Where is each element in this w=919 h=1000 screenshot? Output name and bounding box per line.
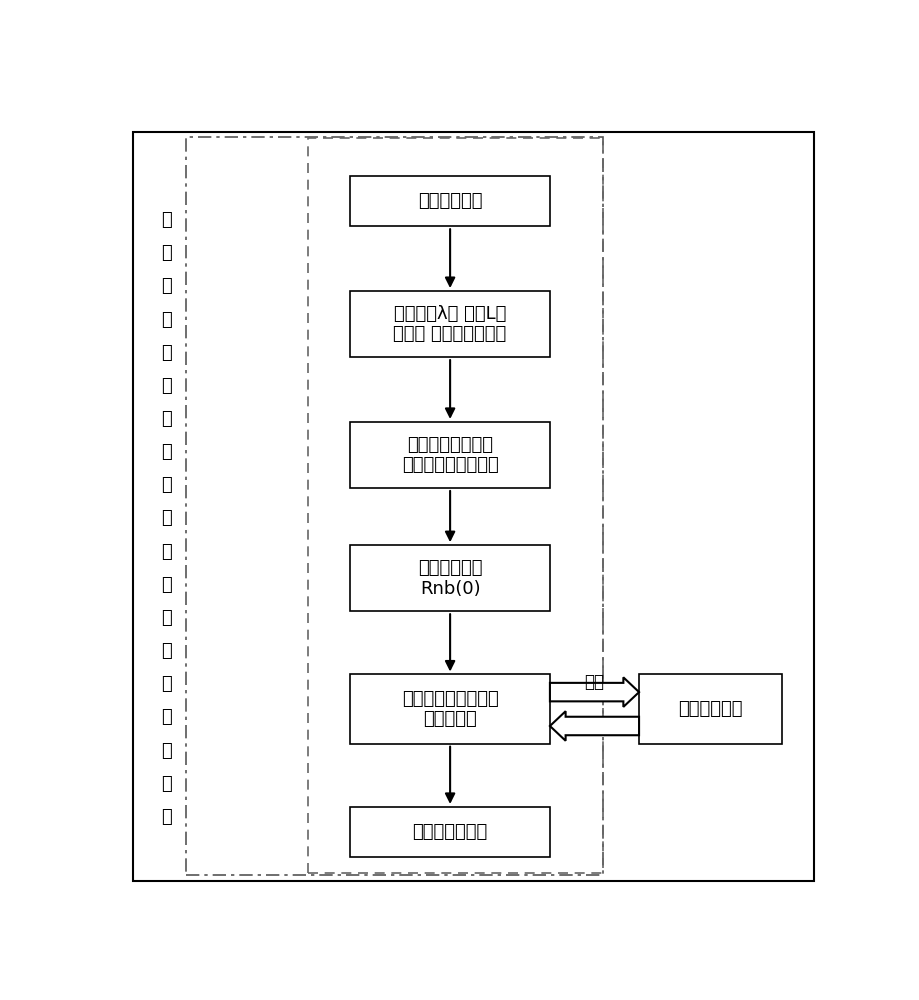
Text: 采集经度λ、 纬度L、
陀螺、 加速度计等信息: 采集经度λ、 纬度L、 陀螺、 加速度计等信息 — [393, 305, 506, 343]
Text: 性: 性 — [161, 543, 172, 561]
Text: 惯: 惯 — [161, 509, 172, 527]
Text: 的: 的 — [161, 410, 172, 428]
Text: 导航系统预热: 导航系统预热 — [417, 192, 482, 210]
Text: 对比: 对比 — [584, 673, 604, 691]
Text: 初: 初 — [161, 642, 172, 660]
Bar — [350, 422, 550, 488]
Bar — [639, 674, 781, 744]
Text: 法: 法 — [161, 808, 172, 826]
Bar — [186, 137, 603, 875]
Text: 波: 波 — [161, 377, 172, 395]
Polygon shape — [550, 677, 639, 707]
Text: 李: 李 — [161, 277, 172, 295]
Bar — [350, 807, 550, 857]
Text: 计算捐联姿态矩阵，
解算载体姿: 计算捐联姿态矩阵， 解算载体姿 — [402, 690, 498, 728]
Text: 建立系统结构方程
状态方程和量测方程: 建立系统结构方程 状态方程和量测方程 — [402, 436, 498, 474]
Bar — [350, 545, 550, 611]
Bar — [350, 176, 550, 226]
Text: 群: 群 — [161, 311, 172, 329]
Polygon shape — [550, 711, 639, 741]
Text: 准: 准 — [161, 742, 172, 760]
Text: 航: 航 — [161, 609, 172, 627]
Text: 算: 算 — [161, 775, 172, 793]
Text: 于: 于 — [161, 244, 172, 262]
Text: 联: 联 — [161, 476, 172, 494]
Text: 基: 基 — [161, 211, 172, 229]
Text: 滤: 滤 — [161, 344, 172, 362]
Bar — [350, 674, 550, 744]
Text: 李群滤波估计
Rnb(0): 李群滤波估计 Rnb(0) — [417, 559, 482, 598]
Text: 实际姿态信息: 实际姿态信息 — [677, 700, 742, 718]
Bar — [307, 138, 603, 873]
Text: 始: 始 — [161, 675, 172, 693]
Text: 完成自对准过程: 完成自对准过程 — [412, 823, 487, 841]
Text: 捐: 捐 — [161, 443, 172, 461]
Bar — [350, 291, 550, 357]
Text: 导: 导 — [161, 576, 172, 594]
Text: 对: 对 — [161, 708, 172, 726]
